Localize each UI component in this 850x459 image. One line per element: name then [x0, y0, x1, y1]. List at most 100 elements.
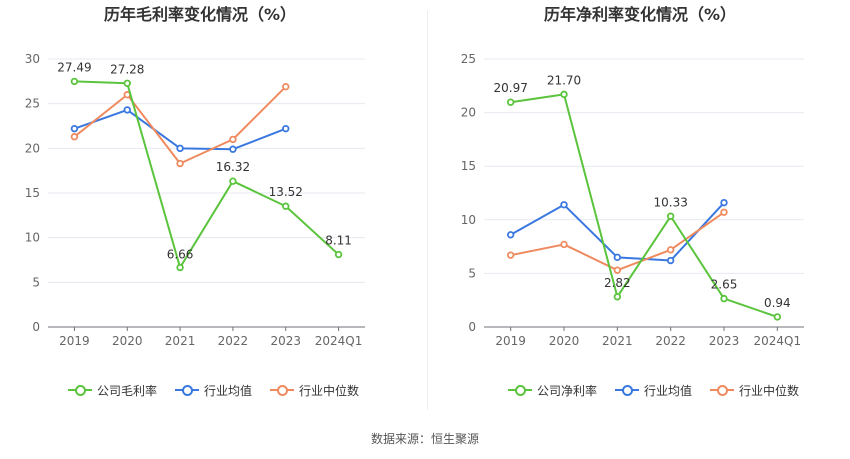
- data-label: 0.94: [764, 296, 791, 310]
- data-point: [560, 201, 568, 209]
- x-tick-label: 2022: [655, 334, 686, 348]
- data-label: 13.52: [269, 185, 303, 199]
- data-label: 2.82: [604, 276, 631, 290]
- legend-marker: [68, 384, 92, 396]
- y-tick-label: 25: [25, 97, 40, 111]
- data-point: [123, 106, 131, 114]
- gross-margin-chart: 历年毛利率变化情况（%） 0 5 10 15 20 25 30 2019 2020 2021 2022…: [25, 5, 365, 348]
- data-point: [666, 256, 675, 265]
- data-point: [613, 293, 622, 301]
- data-point: [176, 144, 184, 153]
- legend-label: 公司毛利率: [97, 383, 158, 398]
- y-tick-label: 30: [25, 52, 40, 66]
- data-point: [506, 231, 515, 239]
- data-point: [613, 266, 622, 274]
- data-point: [70, 133, 79, 141]
- data-point: [613, 253, 622, 262]
- series-line: [74, 80, 340, 269]
- y-tick-label: 0: [468, 320, 476, 334]
- data-point: [229, 177, 237, 185]
- legend-item[interactable]: 公司毛利率: [68, 382, 157, 399]
- data-point: [176, 263, 184, 272]
- y-tick-label: 10: [25, 231, 40, 245]
- legend-marker: [710, 384, 735, 396]
- chart-title: 历年毛利率变化情况（%）: [104, 5, 296, 24]
- legend-label: 行业中位数: [739, 383, 800, 398]
- legend-marker: [270, 384, 295, 396]
- chart-title: 历年净利率变化情况（%）: [544, 5, 736, 24]
- x-tick-label: 2024Q1: [315, 334, 363, 348]
- legend-label: 行业中位数: [299, 383, 360, 398]
- data-label: 20.97: [493, 81, 527, 95]
- data-label: 10.33: [653, 195, 687, 209]
- x-tick-label: 2023: [709, 334, 740, 348]
- data-point: [282, 202, 290, 210]
- data-point: [666, 212, 675, 220]
- x-tick-label: 2019: [495, 334, 526, 348]
- legend-label: 行业均值: [644, 383, 693, 398]
- data-point: [334, 250, 343, 259]
- data-point: [506, 98, 515, 106]
- data-point: [229, 145, 237, 153]
- series-line: [510, 201, 725, 262]
- legend-item[interactable]: 行业均值: [615, 382, 692, 399]
- legend-marker: [615, 384, 640, 396]
- legend-item[interactable]: 行业中位数: [270, 382, 359, 399]
- data-point: [720, 198, 728, 207]
- x-tick-label: 2022: [218, 334, 249, 348]
- legend-marker: [175, 384, 200, 396]
- data-point: [123, 79, 131, 87]
- y-tick-label: 25: [461, 52, 476, 66]
- data-point: [282, 124, 290, 133]
- data-label: 16.32: [216, 160, 250, 174]
- gross-margin-legend: 公司毛利率 行业均值 行业中位数: [68, 381, 377, 399]
- data-point: [773, 313, 782, 321]
- x-tick-label: 2020: [549, 334, 580, 348]
- data-point: [506, 251, 515, 259]
- data-point: [666, 246, 675, 254]
- data-point: [560, 240, 568, 249]
- legend-item[interactable]: 公司净利率: [508, 382, 597, 399]
- series-line: [510, 93, 778, 318]
- data-point: [720, 294, 728, 303]
- x-tick-label: 2024Q1: [754, 334, 802, 348]
- x-tick-label: 2023: [270, 334, 301, 348]
- legend-marker: [508, 384, 532, 396]
- x-tick-label: 2021: [165, 334, 196, 348]
- data-point: [70, 77, 79, 86]
- data-source-note: 数据来源：恒生聚源: [370, 432, 479, 446]
- y-tick-label: 15: [461, 159, 476, 173]
- chart-divider: [427, 10, 428, 410]
- data-point: [229, 135, 237, 144]
- data-point: [176, 159, 184, 168]
- y-tick-label: 10: [461, 213, 476, 227]
- y-tick-label: 0: [32, 320, 40, 334]
- x-tick-label: 2021: [602, 334, 633, 348]
- x-tick-label: 2020: [112, 334, 143, 348]
- series-line: [510, 211, 725, 272]
- legend-item[interactable]: 行业均值: [175, 382, 252, 399]
- data-point: [282, 82, 290, 91]
- data-label: 6.66: [167, 248, 194, 262]
- legend-item[interactable]: 行业中位数: [710, 382, 799, 399]
- x-tick-label: 2019: [59, 334, 90, 348]
- y-tick-label: 5: [32, 275, 40, 289]
- net-margin-chart: 历年净利率变化情况（%） 0 5 10 15 20 25 2019 2020 2021 2022 20…: [461, 5, 804, 348]
- data-point: [560, 90, 568, 99]
- net-margin-legend: 公司净利率 行业均值 行业中位数: [508, 381, 817, 399]
- data-label: 27.49: [57, 60, 91, 74]
- y-tick-label: 20: [461, 106, 476, 120]
- data-point: [720, 208, 728, 216]
- data-label: 21.70: [547, 73, 581, 87]
- legend-label: 公司净利率: [537, 383, 598, 398]
- y-tick-label: 15: [25, 186, 40, 200]
- data-label: 8.11: [325, 234, 352, 248]
- data-label: 2.65: [711, 278, 738, 292]
- y-tick-label: 5: [468, 266, 476, 280]
- legend-label: 行业均值: [204, 383, 253, 398]
- data-point: [70, 124, 79, 133]
- data-label: 27.28: [110, 62, 144, 76]
- series-line: [74, 108, 287, 151]
- y-tick-label: 20: [25, 141, 40, 155]
